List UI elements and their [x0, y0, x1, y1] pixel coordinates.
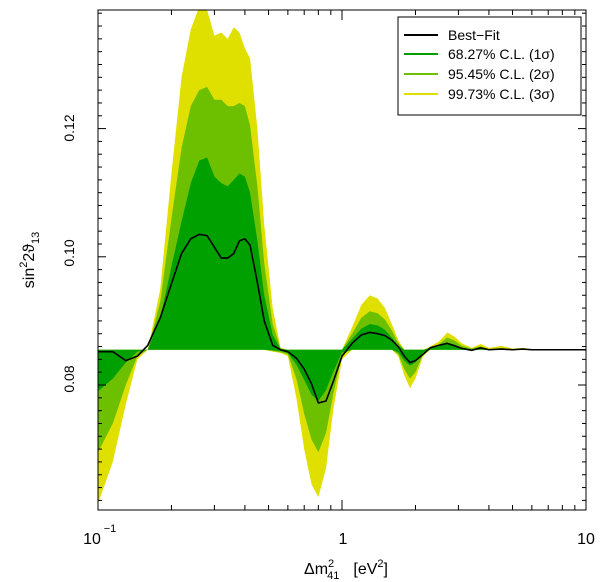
y-tick-label-0.10: 0.10 — [61, 239, 77, 266]
x-axis-label: Δm2 41 [eV2] — [304, 558, 388, 582]
x-tick-label-exponent: −1 — [104, 523, 117, 535]
confidence-bands — [98, 10, 586, 504]
legend-label-1sigma: 68.27% C.L. (1σ) — [448, 46, 555, 62]
legend-label-best-fit: Best−Fit — [448, 27, 500, 43]
y-tick-label-0.08: 0.08 — [61, 365, 77, 392]
y-axis-label: sin22ϑ13 — [18, 232, 42, 288]
x-axis-ticks — [97, 10, 587, 510]
best-fit-line — [98, 233, 586, 404]
x-tick-label-10: 10 — [577, 531, 595, 548]
x-tick-label-1: 1 — [339, 531, 348, 548]
y-tick-label-0.12: 0.12 — [61, 114, 77, 141]
band-2sigma — [98, 86, 586, 453]
legend-label-2sigma: 95.45% C.L. (2σ) — [448, 66, 555, 82]
best-fit-line-layer — [98, 233, 586, 404]
x-tick-label-base: 10 — [83, 531, 101, 548]
legend: Best−Fit 68.27% C.L. (1σ) 95.45% C.L. (2… — [397, 16, 582, 116]
x-tick-label-0.1: 10 −1 — [83, 523, 116, 548]
y-axis-ticks — [98, 12, 586, 501]
legend-box — [397, 16, 582, 116]
legend-label-3sigma: 99.73% C.L. (3σ) — [448, 86, 555, 102]
band-1sigma — [98, 157, 586, 402]
